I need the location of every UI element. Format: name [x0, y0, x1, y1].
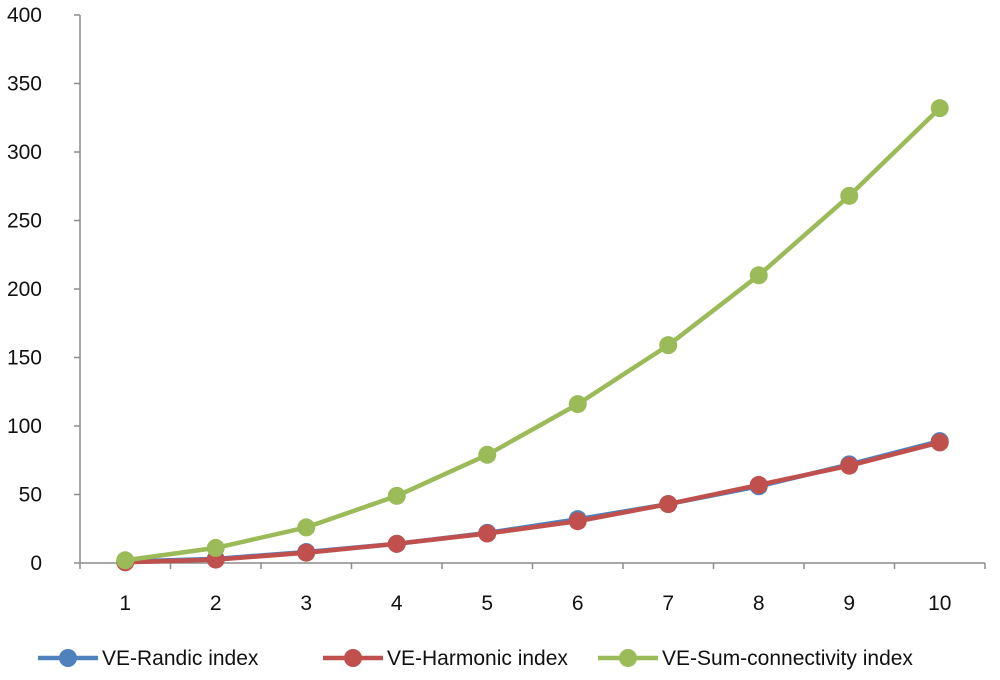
x-tick-label: 9: [843, 592, 855, 615]
legend-label: VE-Harmonic index: [387, 647, 568, 670]
data-point: [840, 456, 859, 475]
legend-label: VE-Randic index: [102, 647, 259, 670]
legend-item: VE-Randic index: [38, 647, 259, 670]
legend-item: VE-Sum-connectivity index: [598, 647, 913, 670]
legend-marker: [619, 649, 637, 667]
data-point: [659, 336, 678, 355]
data-point: [749, 266, 768, 285]
legend-label: VE-Sum-connectivity index: [662, 647, 913, 670]
y-tick-label: 400: [7, 4, 42, 27]
y-tick-label: 0: [30, 552, 42, 575]
x-tick-label: 2: [210, 592, 222, 615]
y-tick-label: 200: [7, 278, 42, 301]
axes: 0 50 100 150 200 250 300 350 400 1 2 3 4 5 6 7 8 9 10: [7, 4, 986, 615]
legend: VE-Randic index VE-Harmonic index VE-Sum-c…: [38, 647, 913, 670]
series-line: [123, 440, 943, 565]
data-point: [297, 543, 316, 562]
series-1: [116, 432, 949, 571]
data-point: [840, 186, 859, 205]
y-tick-label: 300: [7, 141, 42, 164]
legend-marker: [59, 649, 77, 667]
data-point: [930, 433, 949, 452]
legend-marker: [344, 649, 362, 667]
x-tick-label: 1: [119, 592, 131, 615]
y-tick-label: 250: [7, 210, 42, 233]
data-point: [387, 534, 406, 553]
data-point: [478, 524, 497, 543]
data-point: [206, 538, 225, 557]
series-3: [116, 99, 949, 570]
series-line: [123, 438, 943, 564]
data-point: [297, 518, 316, 537]
y-tick-label: 50: [19, 484, 42, 507]
data-point: [116, 551, 135, 570]
data-point: [387, 486, 406, 505]
y-tick-label: 350: [7, 73, 42, 96]
y-tick-label: 100: [7, 415, 42, 438]
x-tick-label: 8: [753, 592, 765, 615]
series-layer: [116, 99, 949, 572]
x-tick-label: 3: [300, 592, 312, 615]
data-point: [930, 99, 949, 118]
data-point: [659, 495, 678, 514]
series-2: [116, 433, 949, 572]
x-tick-label: 4: [391, 592, 403, 615]
x-tick-label: 10: [928, 592, 951, 615]
data-point: [568, 512, 587, 531]
legend-item: VE-Harmonic index: [323, 647, 568, 670]
x-tick-label: 5: [481, 592, 493, 615]
data-point: [749, 475, 768, 494]
series-line: [123, 105, 943, 563]
y-tick-label: 150: [7, 347, 42, 370]
x-tick-label: 7: [662, 592, 674, 615]
x-tick-label: 6: [572, 592, 584, 615]
data-point: [478, 445, 497, 464]
data-point: [568, 395, 587, 414]
